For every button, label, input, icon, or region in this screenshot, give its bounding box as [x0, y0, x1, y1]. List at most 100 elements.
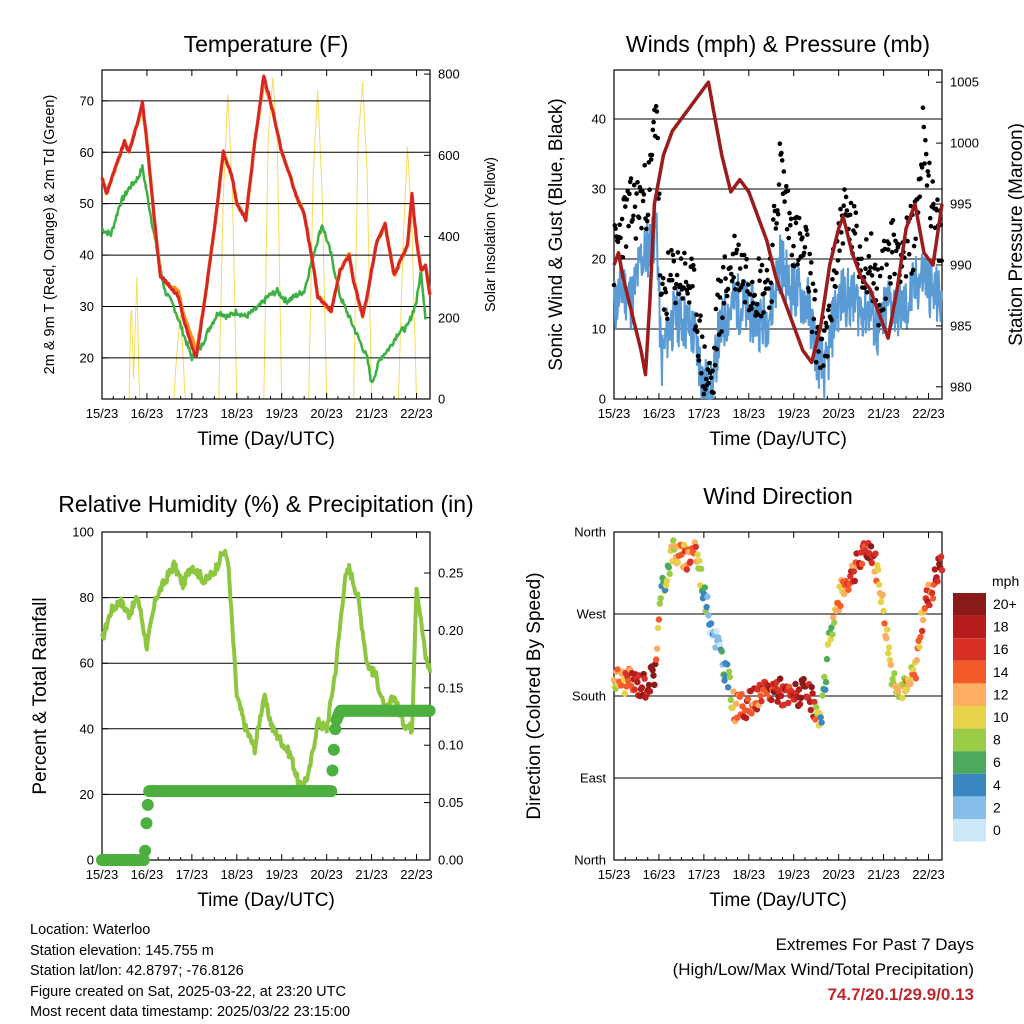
direction-point: [707, 620, 715, 627]
winds-gust-dot: [632, 204, 638, 210]
winds-gust-dot: [744, 256, 749, 262]
winds-gust-dot: [707, 360, 712, 366]
direction-point: [828, 624, 835, 631]
winds-gust-dot: [624, 197, 630, 202]
winds-gust-dot: [651, 119, 656, 125]
winds-gust-dot: [809, 329, 815, 335]
humidity-precip-dot: [141, 798, 154, 811]
direction-point: [795, 686, 803, 693]
winds-gust-dot: [805, 232, 810, 237]
direction-point: [819, 692, 826, 699]
winds-y2tick-label: 980: [950, 379, 972, 394]
winds-gust-dot: [847, 212, 853, 218]
winds-gust-dot: [723, 276, 728, 281]
winds-title: Winds (mph) & Pressure (mb): [626, 31, 930, 57]
direction-xtick-label: 16/23: [643, 867, 676, 882]
direction-legend-label: 16: [993, 641, 1009, 657]
direction-point: [777, 692, 785, 700]
temperature-xtick-label: 20/23: [310, 406, 343, 421]
winds-gust-dot: [682, 261, 688, 266]
winds-gust-dot: [627, 191, 632, 197]
figure-created: Figure created on Sat, 2025-03-22, at 23…: [30, 983, 346, 1000]
winds-gust-dot: [877, 273, 883, 279]
winds-gust-dot: [921, 124, 927, 130]
direction-point: [899, 694, 906, 702]
winds-y2tick-label: 990: [950, 257, 972, 272]
winds-gust-dot: [796, 257, 801, 263]
direction-xtick-label: 19/23: [777, 867, 810, 882]
winds-gust-dot: [689, 256, 694, 262]
direction-point: [824, 641, 832, 648]
winds-gust-dot: [669, 277, 675, 283]
winds-gust-dot: [843, 194, 849, 200]
direction-point: [872, 550, 879, 557]
direction-point: [811, 698, 818, 706]
winds-gust-dot: [842, 187, 847, 192]
humidity-precip-dots: [96, 704, 436, 866]
direction-point: [934, 578, 941, 585]
winds-gust-dot: [701, 391, 707, 397]
direction-point: [653, 645, 661, 652]
direction-point: [618, 682, 625, 689]
direction-point: [610, 676, 618, 684]
winds-gust-dot: [816, 349, 821, 354]
winds-gust-dot: [801, 250, 807, 256]
direction-legend-label: 12: [993, 686, 1009, 702]
winds-gust-dot: [839, 230, 844, 235]
winds-gust-dot: [775, 208, 780, 213]
direction-point: [694, 551, 701, 558]
winds-gust-dot: [931, 201, 936, 207]
winds-gust-dot: [641, 192, 647, 197]
winds-gust-dot: [693, 324, 698, 329]
direction-point: [917, 633, 924, 641]
winds-gust-dot: [925, 169, 931, 174]
direction-point: [768, 696, 775, 704]
winds-gust-dot: [708, 375, 714, 381]
winds-gust-dot: [649, 152, 655, 158]
humidity-plot-frame: [101, 531, 431, 861]
station-info: Location: Waterloo Station elevation: 14…: [30, 920, 350, 1023]
winds-gust-dot: [747, 292, 753, 297]
direction-legend-swatch: [953, 796, 986, 819]
winds-gust-dot: [808, 270, 813, 276]
direction-point: [738, 691, 745, 698]
temperature-xtick-label: 16/23: [131, 406, 164, 421]
winds-gust-dot: [811, 316, 817, 322]
direction-point: [698, 565, 705, 572]
winds-gust-dot: [661, 307, 667, 312]
winds-gust-dot: [680, 296, 685, 301]
winds-gust-dot: [807, 251, 812, 257]
winds-gust-dot: [750, 300, 756, 306]
direction-point: [919, 616, 927, 624]
direction-point: [758, 697, 765, 705]
direction-point: [785, 699, 792, 707]
winds-gust-dot: [631, 182, 637, 188]
winds-gust-dot: [894, 248, 899, 254]
winds-gust-dot: [691, 262, 696, 268]
humidity-xtick-label: 15/23: [86, 867, 119, 882]
winds-gust-dot: [864, 290, 870, 295]
direction-point: [748, 710, 755, 717]
winds-gust-dot: [923, 151, 929, 157]
direction-point: [757, 692, 764, 699]
humidity-ylabel: Percent & Total Rainfall: [30, 597, 51, 794]
direction-legend-swatch: [953, 773, 986, 797]
temperature-y2tick-label: 600: [438, 148, 460, 163]
winds-gust-dot: [721, 301, 727, 306]
winds-y2label: Station Pressure (Maroon): [1006, 123, 1024, 346]
direction-legend-swatch: [953, 751, 986, 774]
winds-gust-dot: [813, 360, 819, 365]
direction-point: [822, 678, 830, 686]
winds-gust-dot: [623, 244, 629, 249]
winds-gust-dot: [645, 212, 651, 218]
station-location: Location: Waterloo: [30, 922, 151, 938]
winds-gust-dot: [761, 310, 766, 315]
direction-point: [887, 661, 894, 668]
direction-point: [875, 566, 882, 573]
winds-gust-dot: [654, 109, 660, 114]
direction-point: [823, 655, 831, 663]
winds-gust-dot: [922, 161, 927, 166]
direction-scatter: [610, 537, 946, 729]
winds-gust-dot: [935, 197, 940, 202]
winds-gust-dot: [670, 252, 676, 258]
